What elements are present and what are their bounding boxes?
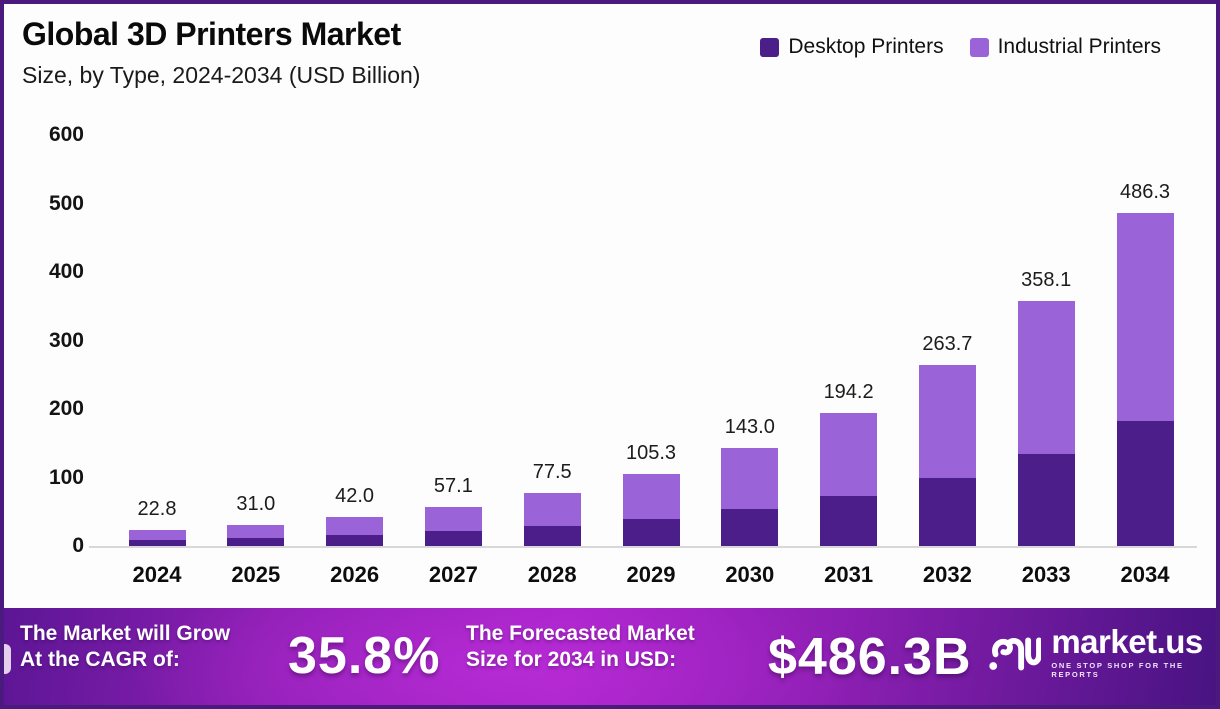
bar-value-label-2028: 77.5	[532, 460, 572, 483]
bar-segment-desktop-2024	[128, 540, 186, 546]
bar-segment-industrial-2027	[424, 506, 482, 532]
x-axis-tick-2034: 2034	[1120, 562, 1170, 587]
bar-2025	[227, 524, 285, 546]
bar-segment-desktop-2034	[1116, 421, 1174, 546]
bar-2033	[1017, 300, 1075, 546]
bar-segment-desktop-2027	[424, 531, 482, 546]
bar-segment-industrial-2033	[1017, 300, 1075, 454]
bar-value-label-2029: 105.3	[625, 441, 677, 464]
forecast-label: The Forecasted Market Size for 2034 in U…	[466, 621, 695, 673]
bar-segment-desktop-2031	[820, 496, 878, 546]
bar-segment-desktop-2030	[721, 509, 779, 546]
y-axis-tick-500: 500	[48, 191, 84, 215]
legend-item-desktop-printers: Desktop Printers	[760, 35, 944, 59]
bar-2027	[424, 506, 482, 546]
x-axis-tick-2028: 2028	[527, 562, 577, 587]
bar-value-label-2033: 358.1	[1021, 268, 1072, 291]
bar-segment-desktop-2032	[918, 478, 976, 546]
x-axis-tick-2032: 2032	[922, 562, 972, 587]
bar-value-label-2032: 263.7	[922, 333, 973, 356]
bar-segment-desktop-2029	[622, 518, 680, 546]
bar-value-label-2031: 194.2	[823, 380, 874, 403]
x-axis-tick-2026: 2026	[330, 562, 380, 587]
brand-name: market.us	[1051, 623, 1203, 660]
bar-segment-industrial-2026	[326, 517, 384, 536]
brand-tagline: ONE STOP SHOP FOR THE REPORTS	[1051, 661, 1184, 679]
legend-label: Desktop Printers	[788, 35, 944, 58]
forecast-value: $486.3B	[768, 628, 972, 686]
marketus-logo-icon	[989, 637, 1042, 671]
bar-segment-industrial-2032	[918, 365, 976, 479]
bar-2030	[721, 448, 779, 546]
bar-value-label-2027: 57.1	[433, 474, 473, 497]
cagr-value: 35.8%	[288, 627, 441, 685]
forecast-label-line2: Size for 2034 in USD:	[466, 648, 677, 671]
legend-label: Industrial Printers	[997, 35, 1161, 58]
x-axis-tick-2033: 2033	[1021, 562, 1071, 587]
bar-segment-industrial-2028	[523, 492, 581, 527]
bar-segment-desktop-2026	[326, 535, 384, 546]
x-axis-tick-2029: 2029	[626, 562, 676, 587]
bar-segment-desktop-2028	[523, 526, 581, 546]
bar-value-label-2030: 143.0	[724, 416, 775, 439]
legend-swatch-icon	[760, 37, 780, 57]
brand-logo: market.us ONE STOP SHOP FOR THE REPORTS	[987, 623, 1216, 680]
bar-segment-industrial-2031	[820, 412, 878, 497]
footer-banner: The Market will Grow At the CAGR of: 35.…	[4, 608, 1216, 705]
x-axis-tick-2031: 2031	[824, 562, 874, 587]
bar-segment-industrial-2034	[1116, 212, 1174, 422]
x-axis-tick-2030: 2030	[725, 562, 775, 587]
bar-value-label-2025: 31.0	[236, 492, 276, 515]
chart-header: Global 3D Printers Market Size, by Type,…	[22, 14, 420, 89]
y-axis-tick-300: 300	[48, 328, 84, 352]
banner-notch	[4, 644, 11, 674]
cagr-label: The Market will Grow At the CAGR of:	[20, 621, 230, 673]
bar-value-label-2024: 22.8	[137, 498, 177, 521]
forecast-label-line1: The Forecasted Market	[466, 622, 695, 645]
page-subtitle: Size, by Type, 2024-2034 (USD Billion)	[22, 61, 421, 88]
y-axis-tick-0: 0	[72, 534, 84, 557]
bar-segment-desktop-2025	[227, 538, 285, 546]
x-axis-tick-2025: 2025	[231, 562, 281, 587]
chart-legend: Desktop Printers Industrial Printers	[760, 35, 1161, 59]
x-axis-line	[89, 135, 1197, 548]
bar-segment-industrial-2030	[721, 448, 779, 510]
bar-2031	[820, 412, 878, 546]
bar-segment-desktop-2033	[1017, 453, 1075, 546]
brand-text: market.us ONE STOP SHOP FOR THE REPORTS	[1051, 623, 1216, 680]
bar-2034	[1116, 212, 1174, 546]
bar-segment-industrial-2024	[128, 530, 186, 541]
bar-segment-industrial-2029	[622, 473, 680, 519]
y-axis-tick-400: 400	[48, 260, 84, 283]
bar-2032	[918, 365, 976, 546]
bar-2026	[326, 517, 384, 546]
bar-2028	[523, 492, 581, 546]
y-axis-tick-200: 200	[48, 397, 84, 420]
bar-value-label-2026: 42.0	[335, 485, 375, 508]
cagr-label-line2: At the CAGR of:	[20, 648, 180, 671]
y-axis-tick-100: 100	[48, 465, 84, 489]
bar-2029	[622, 473, 680, 546]
bar-2024	[128, 530, 186, 546]
bar-segment-industrial-2025	[227, 524, 285, 539]
legend-item-industrial-printers: Industrial Printers	[969, 35, 1161, 59]
x-axis-tick-2027: 2027	[428, 562, 478, 587]
legend-swatch-icon	[969, 37, 989, 57]
y-axis-tick-600: 600	[48, 123, 84, 146]
page-title: Global 3D Printers Market	[22, 16, 401, 52]
bar-value-label-2034: 486.3	[1119, 180, 1171, 203]
x-axis-tick-2024: 2024	[132, 562, 182, 587]
cagr-label-line1: The Market will Grow	[20, 622, 231, 645]
